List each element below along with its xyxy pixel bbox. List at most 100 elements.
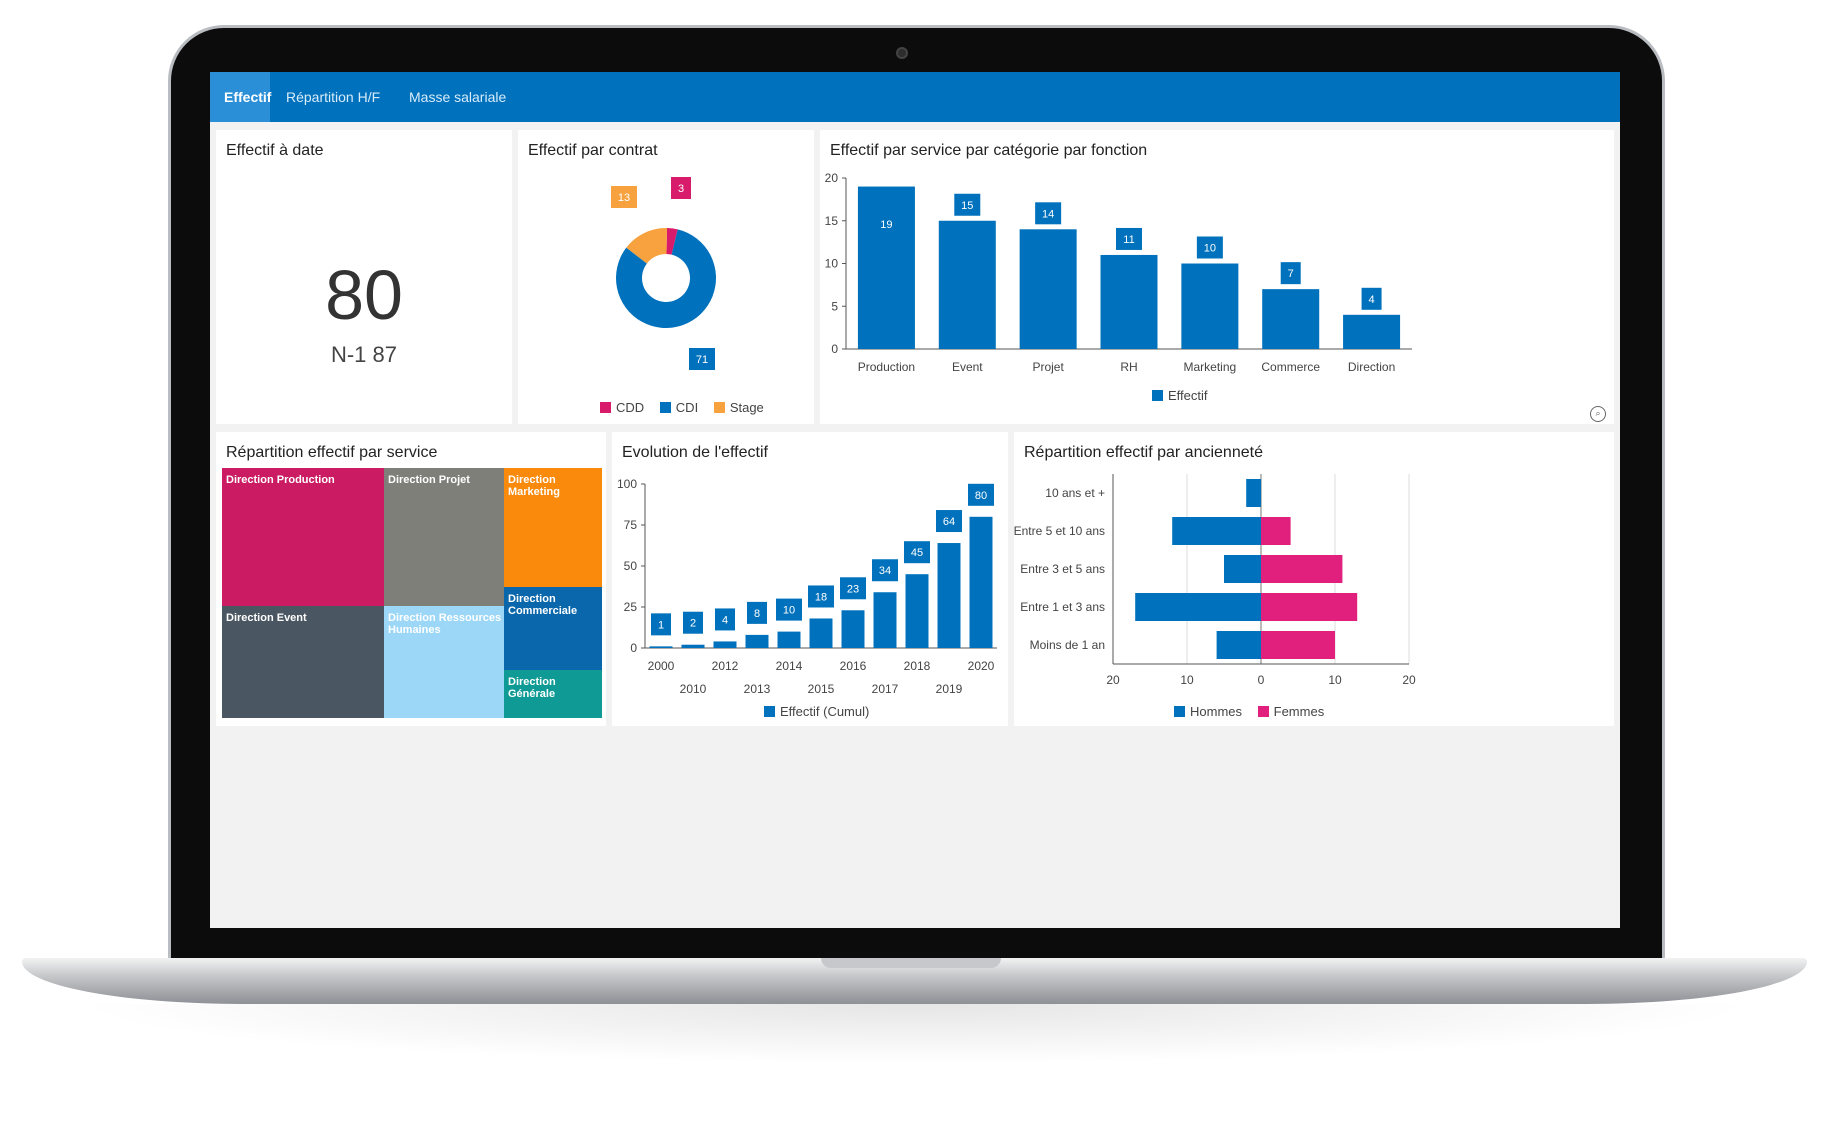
service-bar-label-box xyxy=(1196,236,1223,259)
evolution-bar-label: 8 xyxy=(754,608,760,620)
evolution-bar-label: 23 xyxy=(847,583,859,595)
evolution-bar-label: 1 xyxy=(658,619,664,631)
evolution-x-tick: 2010 xyxy=(680,682,707,696)
tab-effectif[interactable]: Effectif xyxy=(210,72,271,122)
evolution-title: Evolution de l'effectif xyxy=(622,444,768,461)
evolution-x-tick: 2012 xyxy=(712,659,739,673)
evolution-x-tick: 2013 xyxy=(744,682,771,696)
service-bar-label: 15 xyxy=(961,200,973,212)
anciennete-bar-femmes xyxy=(1261,593,1358,621)
treemap-cell-commerciale[interactable]: Direction Commerciale xyxy=(504,587,602,670)
anciennete-x-tick: 20 xyxy=(1402,673,1416,687)
service-y-tick: 10 xyxy=(825,257,839,271)
evolution-bar-chart: 0 25 50 75 100 1 2000 2 2010 4 2012 8 2013 10 2014 18 20… xyxy=(617,477,997,696)
anciennete-bar-femmes xyxy=(1261,517,1291,545)
evolution-x-tick: 2014 xyxy=(776,659,803,673)
kpi-previous: N-1 87 xyxy=(330,342,398,367)
anciennete-bar-hommes xyxy=(1172,517,1261,545)
anciennete-bar-femmes xyxy=(1261,555,1343,583)
service-x-tick: Commerce xyxy=(1261,360,1320,374)
donut-value-cdd-box xyxy=(671,177,691,199)
evolution-panel: Evolution de l'effectif 0 25 50 75 100 1 2000 2… xyxy=(612,432,1008,726)
service-x-tick: RH xyxy=(1120,360,1137,374)
service-bar-label-box xyxy=(1116,227,1142,250)
treemap-title: Répartition effectif par service xyxy=(226,444,438,461)
service-x-tick: Event xyxy=(952,360,983,374)
service-x-tick: Direction xyxy=(1348,360,1395,374)
laptop-shadow xyxy=(70,1004,1760,1064)
service-bar-label-box xyxy=(1280,262,1301,285)
evolution-bar-2010 xyxy=(681,644,705,648)
treemap-cell-marketing[interactable]: Direction Marketing xyxy=(504,468,602,587)
kpi-title: Effectif à date xyxy=(226,142,324,159)
service-y-tick: 15 xyxy=(825,214,839,228)
tab-repartition-hf[interactable]: Répartition H/F xyxy=(286,89,381,105)
anciennete-bar-hommes xyxy=(1224,555,1261,583)
service-bar-label: 7 xyxy=(1288,268,1294,280)
evolution-x-tick: 2018 xyxy=(904,659,931,673)
service-bar-label: 14 xyxy=(1042,208,1054,220)
treemap-cell-projet[interactable]: Direction Projet xyxy=(384,468,504,606)
service-bar-label: 11 xyxy=(1123,234,1134,246)
legend-femmes: Femmes xyxy=(1257,704,1324,719)
evolution-bar-2015 xyxy=(809,618,833,648)
evolution-y-tick: 50 xyxy=(624,559,638,573)
laptop-notch xyxy=(821,958,1001,968)
anciennete-bar-hommes xyxy=(1216,631,1261,659)
top-nav-bar: Effectif Répartition H/F Masse salariale xyxy=(210,72,1620,122)
legend-stage: Stage xyxy=(713,400,764,415)
service-x-tick: Production xyxy=(858,360,915,374)
donut-slice-cdd xyxy=(666,228,678,255)
anciennete-title: Répartition effectif par ancienneté xyxy=(1024,444,1263,461)
evolution-bar-2020 xyxy=(969,516,993,648)
donut-value-cdi: 71 xyxy=(696,354,708,366)
anciennete-y-tick: Moins de 1 an xyxy=(1030,638,1105,652)
webcam xyxy=(896,47,908,59)
tab-masse-salariale[interactable]: Masse salariale xyxy=(409,89,507,105)
treemap-cell-event[interactable]: Direction Event xyxy=(222,606,384,718)
treemap-panel: Répartition effectif par service Directi… xyxy=(216,432,606,726)
evolution-legend: Effectif (Cumul) xyxy=(764,704,881,719)
zoom-icon[interactable]: ⌕ xyxy=(1590,406,1606,422)
treemap-label: Direction Générale xyxy=(508,676,556,700)
treemap-label: Direction Event xyxy=(226,612,307,624)
donut-chart: 3 71 13 xyxy=(611,177,716,370)
evolution-y-tick: 75 xyxy=(624,518,638,532)
anciennete-legend: Hommes Femmes xyxy=(1174,704,1336,719)
service-bar-commerce xyxy=(1262,289,1320,349)
evolution-bar-label: 4 xyxy=(722,614,728,626)
anciennete-y-tick: Entre 3 et 5 ans xyxy=(1020,562,1105,576)
legend-effectif-cumul: Effectif (Cumul) xyxy=(764,704,869,719)
evolution-bar-label-box xyxy=(840,577,866,600)
evolution-bar-2017 xyxy=(873,592,897,648)
evolution-bar-label: 34 xyxy=(879,565,891,577)
evolution-bar-2018 xyxy=(905,574,929,648)
service-x-tick: Marketing xyxy=(1184,360,1237,374)
evolution-bar-label: 10 xyxy=(783,605,795,617)
evolution-bar-label-box xyxy=(747,601,767,624)
treemap-cell-rh[interactable]: Direction Ressources Humaines xyxy=(384,606,504,718)
legend-cdi: CDI xyxy=(659,400,698,415)
service-x-tick: Projet xyxy=(1032,360,1064,374)
treemap-label: Direction Marketing xyxy=(508,474,560,498)
service-bar-event xyxy=(938,220,996,349)
evolution-x-tick: 2017 xyxy=(872,682,899,696)
treemap-label: Direction Projet xyxy=(388,474,470,486)
treemap-cell-production[interactable]: Direction Production xyxy=(222,468,384,606)
anciennete-bar-femmes xyxy=(1261,631,1335,659)
evolution-bar-label-box xyxy=(936,510,962,533)
service-bar-production xyxy=(857,186,915,349)
treemap-label: Direction Commerciale xyxy=(508,593,578,617)
kpi-value: 80 xyxy=(325,256,403,334)
treemap-cell-generale[interactable]: Direction Générale xyxy=(504,670,602,718)
evolution-bar-label-box xyxy=(776,598,802,621)
anciennete-y-tick: 10 ans et + xyxy=(1045,486,1105,500)
service-bar-label: 19 xyxy=(880,219,892,231)
evolution-x-tick: 2016 xyxy=(840,659,867,673)
anciennete-y-tick: Entre 1 et 3 ans xyxy=(1020,600,1105,614)
service-bar-chart: 0 5 10 15 20 19 Production 15 Event 14 Projet 11 RH 1… xyxy=(825,171,1412,374)
evolution-x-tick: 2020 xyxy=(968,659,995,673)
service-y-tick: 20 xyxy=(825,171,839,185)
anciennete-x-tick: 10 xyxy=(1328,673,1342,687)
evolution-bar-2013 xyxy=(745,634,769,648)
